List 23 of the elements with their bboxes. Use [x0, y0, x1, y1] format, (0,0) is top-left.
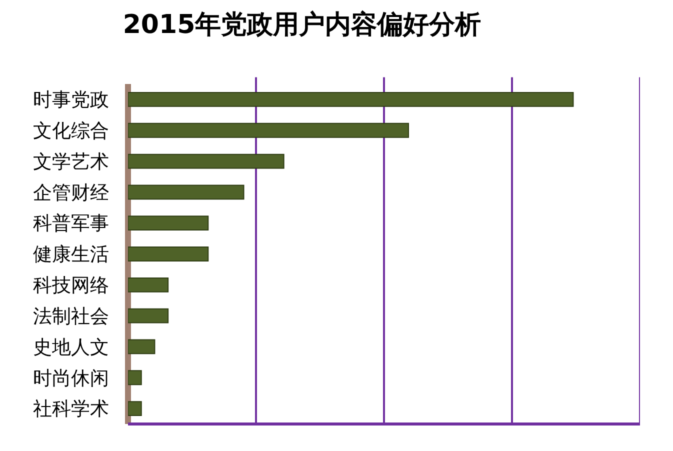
y-tick-label: 科普军事	[33, 212, 109, 235]
y-tick-label: 文学艺术	[33, 150, 109, 173]
bar	[128, 184, 244, 200]
y-tick-label: 法制社会	[33, 305, 109, 328]
chart-title: 2015年党政用户内容偏好分析	[122, 10, 482, 40]
bar	[128, 339, 156, 354]
bar	[128, 308, 169, 324]
bar	[128, 154, 284, 169]
y-tick-label: 时尚休闲	[33, 367, 109, 390]
bar	[128, 246, 209, 262]
bar	[128, 92, 574, 107]
y-tick-label: 文化综合	[33, 120, 109, 142]
y-tick-label: 时事党政	[33, 89, 109, 112]
bar	[128, 277, 169, 292]
y-tick-label: 企管财经	[33, 182, 109, 204]
y-tick-label: 社科学术	[33, 398, 109, 420]
bar	[128, 370, 142, 386]
y-tick-label: 科技网络	[33, 274, 109, 297]
bar	[128, 216, 209, 231]
y-tick-label: 史地人文	[33, 336, 109, 358]
bar	[128, 401, 142, 416]
bar	[128, 122, 409, 138]
y-tick-label: 健康生活	[33, 244, 109, 266]
